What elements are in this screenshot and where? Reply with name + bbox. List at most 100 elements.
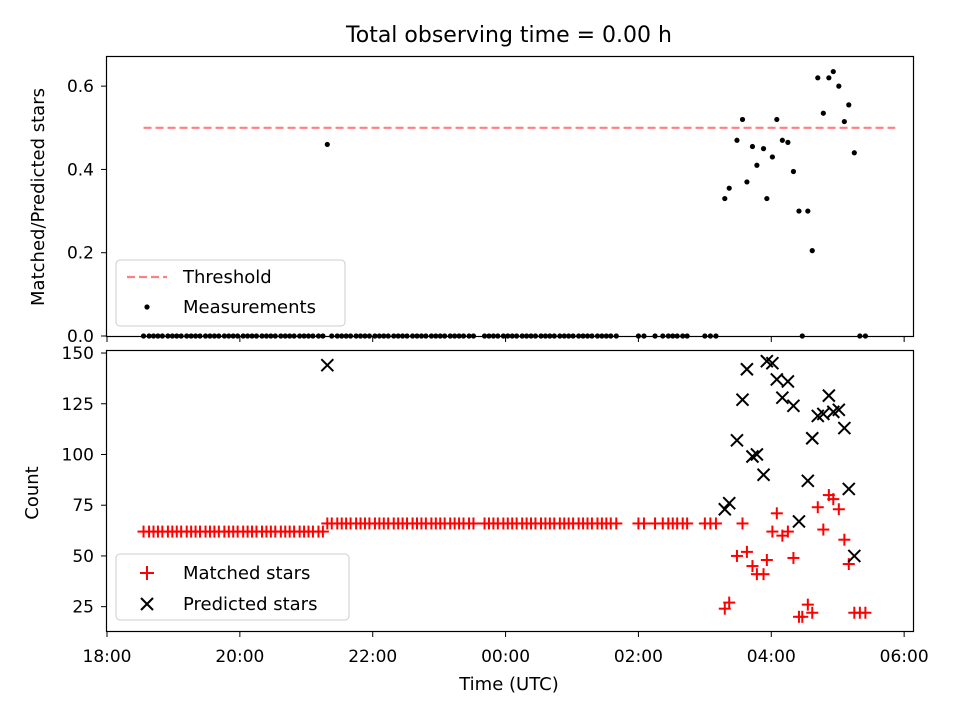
y-tick-label: 25 [72, 598, 94, 618]
matched-star-point [723, 596, 736, 609]
predicted-star-point [745, 449, 760, 464]
top-axes-frame [105, 55, 915, 338]
predicted-star-point [770, 372, 784, 387]
measurement-point [830, 68, 836, 75]
predicted-star-point [801, 474, 815, 488]
predicted-star-point [847, 549, 862, 563]
top-legend-box [115, 259, 346, 327]
measurement-point [734, 137, 740, 143]
measurement-point [726, 185, 732, 191]
chart-title: Total observing time = 0.00 h [345, 23, 672, 48]
predicted-star-point [832, 403, 846, 417]
measurement-point [809, 248, 815, 254]
x-tick-label: 20:00 [215, 647, 264, 667]
legend-matched-label: Matched stars [183, 563, 310, 584]
matched-star-point [796, 610, 809, 623]
y-tick-label: 150 [62, 344, 94, 364]
predicted-star-point [837, 421, 852, 435]
matched-star-point [787, 551, 800, 564]
measurement-point [769, 154, 775, 160]
predicted-star-point [750, 447, 764, 462]
bottom-legend: Matched stars Predicted stars [115, 553, 350, 621]
predicted-star-point [320, 358, 335, 372]
bottom-axes-frame [105, 349, 915, 633]
measurement-point [815, 75, 821, 81]
matched-star-point [801, 598, 814, 611]
matched-star-point [718, 602, 731, 615]
measurement-point [820, 110, 826, 116]
matched-star-point [827, 493, 840, 506]
matched-star-point [736, 517, 749, 530]
top-y-ticks: 0.0 0.2 0.4 0.6 [67, 77, 107, 347]
predicted-star-point [842, 482, 856, 496]
bottom-data-layer [137, 354, 872, 623]
x-tick-label: 06:00 [880, 647, 929, 667]
bottom-y-ticks: 25 50 75 100 125 150 [62, 344, 107, 618]
measurement-point [841, 118, 847, 125]
legend-predicted-swatch [140, 597, 154, 611]
matched-star-point [859, 606, 872, 619]
measurement-point [739, 116, 746, 123]
x-tick-label: 22:00 [348, 647, 397, 667]
predicted-star-point [730, 433, 744, 447]
legend-measurements-label: Measurements [183, 297, 316, 318]
measurement-point [760, 146, 767, 152]
x-tick-label: 00:00 [481, 647, 530, 667]
legend-measurements-swatch [144, 304, 150, 310]
x-tick-label: 02:00 [614, 647, 663, 667]
x-axis-label: Time (UTC) [458, 674, 559, 695]
matched-star-point [681, 517, 694, 530]
matched-star-point [781, 525, 794, 538]
bottom-legend-box [115, 553, 350, 621]
measurement-point [744, 179, 750, 185]
measurement-point [722, 195, 728, 202]
measurement-point [764, 195, 770, 202]
matched-star-point [610, 517, 623, 530]
measurement-point [774, 116, 780, 123]
top-legend: Threshold Measurements [115, 259, 346, 327]
matched-star-point [838, 533, 851, 546]
predicted-star-point [775, 390, 790, 405]
y-tick-label: 50 [72, 547, 94, 567]
predicted-star-point [765, 356, 780, 370]
y-tick-label: 125 [62, 395, 94, 415]
x-tick-label: 04:00 [747, 647, 796, 667]
predicted-star-point [756, 468, 771, 482]
legend-predicted-label: Predicted stars [183, 594, 317, 615]
predicted-star-point [805, 431, 819, 445]
measurement-point [826, 75, 832, 81]
top-y-axis-label: Matched/Predicted stars [28, 88, 49, 306]
measurement-point [785, 139, 791, 145]
top-x-ticks [106, 336, 905, 342]
y-tick-label: 75 [72, 496, 94, 516]
y-tick-label: 0.4 [67, 160, 94, 180]
matched-star-point [770, 507, 783, 520]
matched-star-point [637, 517, 650, 530]
measurement-point [324, 141, 330, 148]
y-tick-label: 0.2 [67, 244, 94, 264]
matched-star-point [842, 558, 855, 571]
measurement-point [805, 208, 811, 214]
predicted-star-point [735, 392, 750, 407]
matched-star-point [806, 606, 819, 619]
matched-star-point [740, 545, 753, 558]
matched-star-point [817, 523, 830, 536]
matched-star-point [832, 503, 845, 516]
legend-matched-swatch [140, 566, 154, 580]
matched-star-point [467, 517, 480, 530]
top-panel: 0.0 0.2 0.4 0.6 Matched/Predicted stars Thr… [28, 55, 915, 347]
y-tick-label: 100 [62, 445, 94, 465]
measurement-point [779, 137, 785, 143]
matched-star-point [757, 568, 770, 581]
matched-star-point [709, 517, 722, 530]
predicted-star-point [822, 388, 836, 403]
matched-star-point [316, 525, 329, 538]
predicted-star-point [722, 496, 736, 510]
x-tick-label: 18:00 [83, 647, 132, 667]
legend-threshold-label: Threshold [182, 267, 272, 288]
y-tick-label: 0.0 [67, 327, 94, 347]
y-tick-label: 0.6 [67, 77, 94, 97]
predicted-star-point [740, 362, 754, 376]
measurement-point [846, 102, 852, 108]
